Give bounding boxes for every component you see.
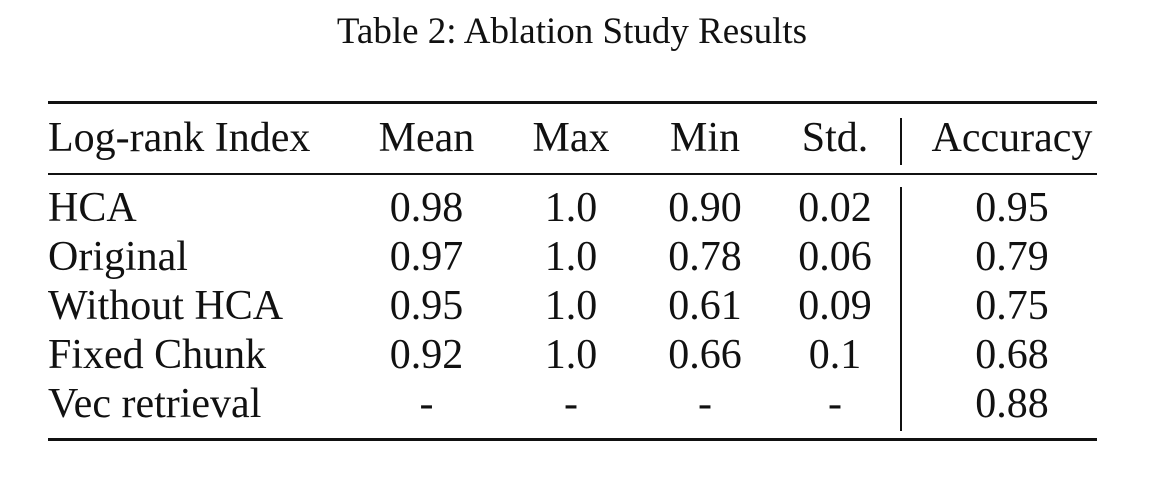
cell-accuracy: 0.68 bbox=[975, 332, 1049, 378]
cell-accuracy: 0.95 bbox=[975, 185, 1049, 231]
header-accuracy: Accuracy bbox=[931, 115, 1093, 161]
cell-std: 0.02 bbox=[798, 185, 872, 231]
cell-mean: 0.98 bbox=[389, 185, 464, 231]
cell-min: 0.78 bbox=[668, 234, 742, 280]
header-log-rank-index: Log-rank Index bbox=[48, 115, 311, 161]
header-mean: Mean bbox=[378, 115, 475, 161]
cell-accuracy: 0.75 bbox=[975, 283, 1049, 329]
cell-mean: 0.92 bbox=[389, 332, 464, 378]
row-label: Without HCA bbox=[48, 283, 284, 329]
header-std: Std. bbox=[801, 115, 869, 161]
row-label: HCA bbox=[48, 185, 137, 231]
cell-std: 0.09 bbox=[798, 283, 872, 329]
cell-max: 1.0 bbox=[544, 185, 598, 231]
table-row: HCA 0.98 1.0 0.90 0.02 0.95 bbox=[0, 183, 1154, 233]
table-row: Vec retrieval - - - - 0.88 bbox=[0, 379, 1154, 429]
cell-mean: 0.97 bbox=[389, 234, 464, 280]
cell-min: 0.90 bbox=[668, 185, 742, 231]
column-divider-body bbox=[900, 187, 902, 431]
cell-max: 1.0 bbox=[544, 332, 598, 378]
table-row: Original 0.97 1.0 0.78 0.06 0.79 bbox=[0, 232, 1154, 282]
cell-max: 1.0 bbox=[544, 283, 598, 329]
cell-accuracy: 0.79 bbox=[975, 234, 1049, 280]
bottom-rule bbox=[48, 438, 1097, 441]
row-label: Original bbox=[48, 234, 188, 280]
cell-max: 1.0 bbox=[544, 234, 598, 280]
cell-mean: - bbox=[419, 381, 434, 427]
column-divider-header bbox=[900, 118, 902, 165]
cell-min: 0.61 bbox=[668, 283, 742, 329]
cell-min: 0.66 bbox=[668, 332, 742, 378]
header-max: Max bbox=[532, 115, 610, 161]
header-rule bbox=[48, 173, 1097, 175]
table-caption: Table 2: Ablation Study Results bbox=[336, 11, 808, 52]
table-row: Fixed Chunk 0.92 1.0 0.66 0.1 0.68 bbox=[0, 330, 1154, 380]
cell-std: - bbox=[828, 381, 842, 427]
table-header-row: Log-rank Index Mean Max Min Std. Accurac… bbox=[0, 113, 1154, 163]
cell-min: - bbox=[698, 381, 712, 427]
row-label: Vec retrieval bbox=[48, 381, 262, 427]
cell-std: 0.1 bbox=[808, 332, 862, 378]
row-label: Fixed Chunk bbox=[48, 332, 267, 378]
cell-max: - bbox=[564, 381, 578, 427]
cell-mean: 0.95 bbox=[389, 283, 464, 329]
cell-accuracy: 0.88 bbox=[975, 381, 1049, 427]
top-rule bbox=[48, 101, 1097, 104]
header-min: Min bbox=[669, 115, 740, 161]
table-row: Without HCA 0.95 1.0 0.61 0.09 0.75 bbox=[0, 281, 1154, 331]
cell-std: 0.06 bbox=[798, 234, 872, 280]
